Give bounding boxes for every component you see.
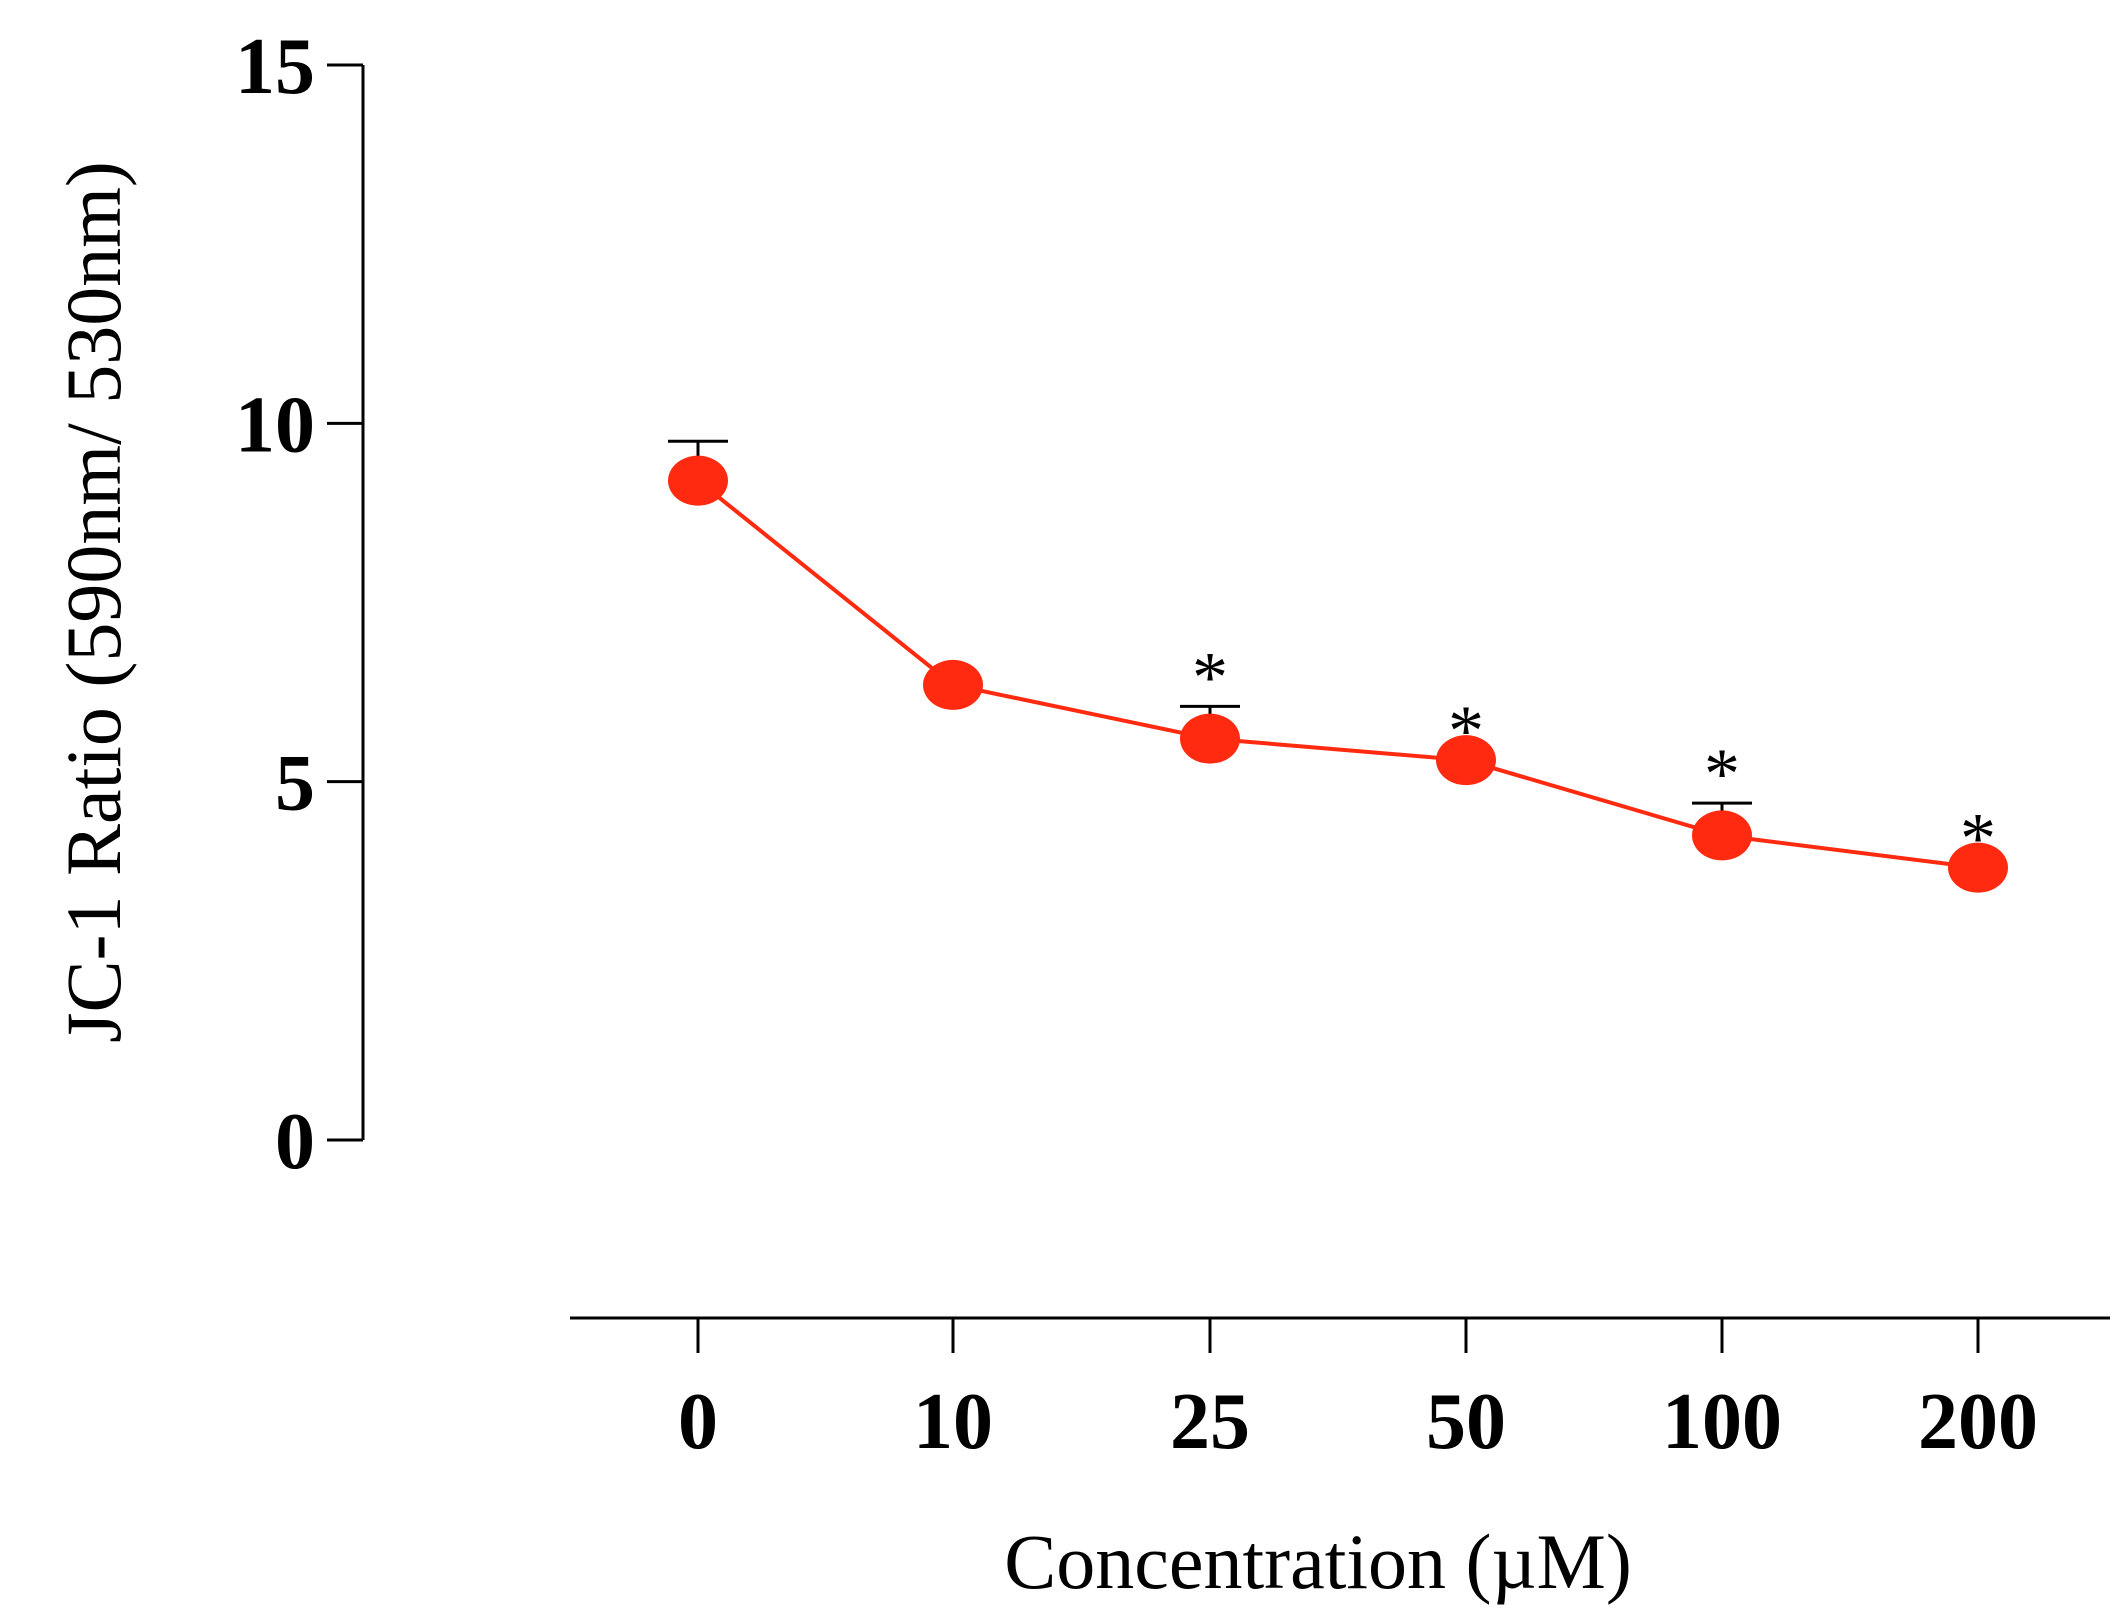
y-tick-label: 0: [275, 1098, 315, 1186]
x-tick-label: 0: [678, 1378, 718, 1466]
significance-marks: * * * *: [1192, 637, 1996, 878]
y-ticks: 0 5 10 15: [235, 23, 363, 1186]
x-tick-label: 50: [1426, 1378, 1506, 1466]
data-point: [923, 659, 983, 710]
significance-mark: *: [1448, 691, 1484, 771]
significance-mark: *: [1704, 734, 1740, 814]
x-tick-label: 100: [1662, 1378, 1782, 1466]
y-tick-label: 5: [275, 740, 315, 828]
data-point: [1180, 713, 1240, 764]
x-axis-title: Concentration (µM): [1004, 1518, 1632, 1605]
data-point: [668, 455, 728, 506]
x-ticks: 0 10 25 50 100 200: [678, 1318, 2038, 1466]
significance-mark: *: [1192, 637, 1228, 717]
x-tick-label: 10: [913, 1378, 993, 1466]
y-tick-label: 15: [235, 23, 315, 111]
data-points: [668, 455, 2008, 893]
significance-mark: *: [1960, 799, 1996, 879]
series-line: [696, 479, 1979, 870]
data-point: [1692, 810, 1752, 861]
x-tick-label: 200: [1918, 1378, 2038, 1466]
x-tick-label: 25: [1170, 1378, 1250, 1466]
y-axis-title: JC-1 Ratio (590nm/ 530nm): [50, 161, 137, 1043]
y-tick-label: 10: [235, 381, 315, 469]
data-point: [1948, 842, 2008, 893]
data-point: [1436, 735, 1496, 786]
